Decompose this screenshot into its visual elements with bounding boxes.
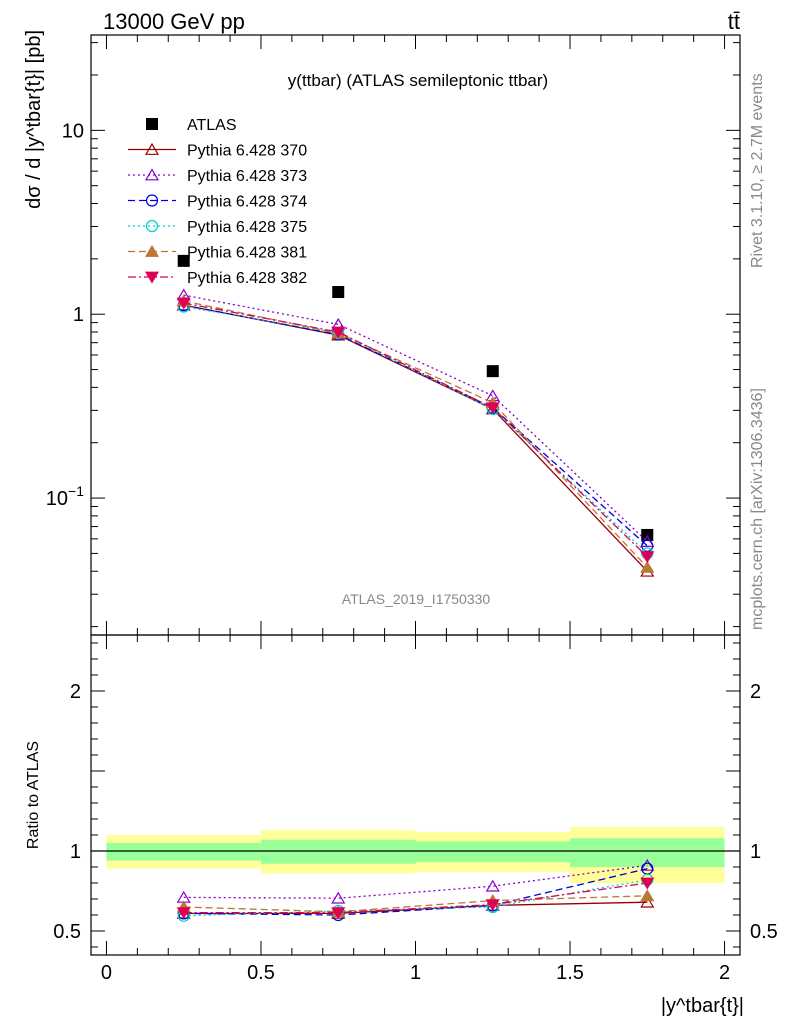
xtick-label-2: 1 [410, 962, 421, 984]
main-series-line-4 [183, 305, 648, 554]
main-series-line-6 [183, 302, 648, 558]
header-right: tt̄ [728, 9, 740, 34]
ratio-band-green-0 [106, 843, 261, 861]
legend-label-3: Pythia 6.428 374 [187, 194, 307, 211]
ratio-point-5-0 [176, 907, 191, 920]
ratio-point-5-2 [485, 899, 500, 912]
ratio-point-5-1 [331, 907, 346, 920]
ratio-ytick-label-left-0: 0.5 [53, 921, 81, 943]
main-point-0-0 [177, 254, 190, 267]
ratio-band-green-3 [570, 838, 725, 867]
legend-marker-4 [145, 219, 159, 233]
legend-marker-6 [144, 271, 160, 284]
main-point-0-3 [641, 528, 654, 541]
ratio-series-line-0 [183, 901, 648, 915]
xtick-label-4: 2 [719, 962, 730, 984]
legend-marker-0 [146, 118, 158, 130]
y-axis-label-ratio: Ratio to ATLAS [25, 741, 42, 849]
ratio-point-5-3 [640, 877, 655, 890]
ratio-point-0-3 [640, 895, 655, 908]
main-ytick-label-1: 1 [73, 304, 84, 326]
header-left: 13000 GeV pp [103, 9, 245, 34]
main-series-line-1 [183, 304, 648, 572]
main-series-line-5 [183, 300, 648, 568]
ratio-ytick-label-left-2: 2 [70, 681, 81, 703]
ratio-band-green-1 [260, 839, 416, 864]
legend-marker-1 [144, 142, 160, 155]
x-axis-label: |y^tbar{t}| [661, 995, 744, 1017]
main-point-0-1 [332, 286, 345, 299]
legend-marker-2 [144, 168, 160, 181]
ratio-point-1-2 [485, 879, 500, 892]
ratio-plot: 0.5 0.5 1 1 2 2 0 0.5 1 1.5 2 [53, 35, 778, 984]
main-series-line-3 [183, 304, 648, 547]
main-ytick-label-0: 10−1 [46, 483, 84, 510]
ratio-series-line-5 [183, 882, 648, 914]
legend-marker-5 [144, 244, 160, 257]
legend-label-4: Pythia 6.428 375 [187, 219, 307, 236]
mcplots-label: mcplots.cern.ch [arXiv:1306.3436] [749, 388, 766, 630]
y-axis-label-main: dσ / d |y^tbar{t}| [pb] [23, 30, 45, 209]
main-point-0-2 [486, 365, 499, 378]
legend-label-0: ATLAS [187, 117, 237, 134]
legend-marker-3 [145, 194, 159, 207]
main-series-line-2 [183, 294, 648, 543]
main-point-6-0 [176, 297, 191, 310]
legend-label-2: Pythia 6.428 373 [187, 168, 307, 185]
analysis-watermark: ATLAS_2019_I1750330 [342, 591, 491, 607]
ratio-point-1-1 [331, 891, 346, 904]
legend: ATLAS Pythia 6.428 370 Pythia 6.428 373 Pyt… [128, 117, 307, 287]
ratio-ytick-label-left-1: 1 [70, 841, 81, 863]
legend-label-1: Pythia 6.428 370 [187, 143, 307, 160]
main-point-6-2 [485, 402, 500, 415]
main-ytick-label-2: 10 [62, 120, 84, 142]
main-point-6-1 [331, 326, 346, 339]
xtick-label-3: 1.5 [556, 962, 584, 984]
main-point-6-3 [640, 551, 655, 564]
ratio-band-green-2 [415, 841, 571, 863]
ratio-ytick-label-right-2: 2 [750, 681, 761, 703]
plot-title: y(ttbar) (ATLAS semileptonic ttbar) [288, 71, 548, 90]
xtick-label-1: 0.5 [247, 962, 275, 984]
rivet-label: Rivet 3.1.10, ≥ 2.7M events [749, 73, 766, 268]
xtick-label-0: 0 [101, 962, 112, 984]
main-point-5-3 [640, 560, 655, 573]
ratio-ytick-label-right-0: 0.5 [750, 921, 778, 943]
ratio-point-1-3 [640, 858, 655, 871]
ratio-series-line-2 [183, 867, 648, 916]
legend-label-5: Pythia 6.428 381 [187, 245, 307, 262]
legend-label-6: Pythia 6.428 382 [187, 270, 307, 287]
ratio-point-4-3 [640, 889, 655, 902]
ratio-ytick-label-right-1: 1 [750, 841, 761, 863]
ratio-series-line-4 [183, 895, 648, 913]
